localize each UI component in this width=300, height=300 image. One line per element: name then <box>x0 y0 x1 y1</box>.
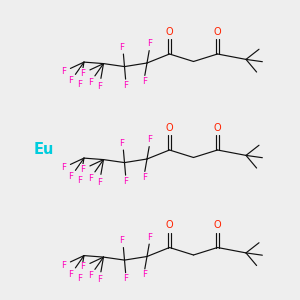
Text: F: F <box>88 271 93 280</box>
Text: F: F <box>68 76 74 85</box>
Text: F: F <box>142 77 147 86</box>
Text: F: F <box>97 275 102 284</box>
Text: F: F <box>88 174 93 183</box>
Text: F: F <box>119 236 124 245</box>
Text: F: F <box>142 173 147 182</box>
Text: O: O <box>214 220 221 230</box>
Text: F: F <box>147 233 152 242</box>
Text: F: F <box>147 136 152 145</box>
Text: F: F <box>77 80 83 89</box>
Text: F: F <box>142 270 147 279</box>
Text: F: F <box>119 43 124 52</box>
Text: F: F <box>97 178 102 187</box>
Text: F: F <box>68 270 74 279</box>
Text: F: F <box>68 172 74 181</box>
Text: F: F <box>80 262 85 271</box>
Text: F: F <box>97 82 102 91</box>
Text: O: O <box>214 123 221 133</box>
Text: F: F <box>61 163 66 172</box>
Text: F: F <box>123 81 128 90</box>
Text: F: F <box>77 274 83 283</box>
Text: F: F <box>61 261 66 270</box>
Text: O: O <box>166 123 173 133</box>
Text: O: O <box>214 27 221 37</box>
Text: F: F <box>88 78 93 87</box>
Text: F: F <box>123 177 128 186</box>
Text: F: F <box>80 165 85 174</box>
Text: O: O <box>166 220 173 230</box>
Text: F: F <box>119 139 124 148</box>
Text: F: F <box>80 69 85 78</box>
Text: F: F <box>77 176 83 185</box>
Text: F: F <box>61 67 66 76</box>
Text: F: F <box>147 40 152 49</box>
Text: Eu: Eu <box>33 142 54 158</box>
Text: O: O <box>166 27 173 37</box>
Text: F: F <box>123 274 128 283</box>
